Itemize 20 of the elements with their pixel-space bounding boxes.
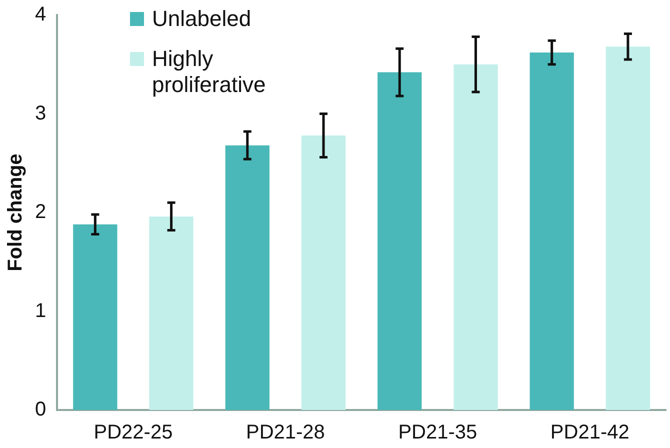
bar: [73, 224, 118, 410]
y-axis-title: Fold change: [4, 154, 27, 272]
bar: [454, 64, 498, 410]
bar: [378, 72, 422, 410]
y-tick-label: 4: [35, 4, 46, 26]
x-tick-label: PD21-42: [550, 422, 630, 444]
y-tick-label: 1: [35, 300, 46, 322]
bar: [149, 216, 194, 410]
y-tick-label: 3: [35, 102, 46, 124]
bar: [606, 46, 650, 410]
x-tick-label: PD21-28: [246, 422, 325, 444]
bar: [530, 52, 574, 410]
x-tick-label: PD22-25: [94, 422, 173, 444]
y-tick-label: 0: [35, 398, 46, 421]
legend-label: Highly proliferative: [152, 46, 267, 98]
bar: [225, 145, 270, 410]
bar: [301, 135, 346, 410]
y-tick-label: 2: [35, 201, 46, 224]
legend-label: Unlabeled: [152, 6, 252, 32]
x-tick-label: PD21-35: [398, 422, 478, 444]
